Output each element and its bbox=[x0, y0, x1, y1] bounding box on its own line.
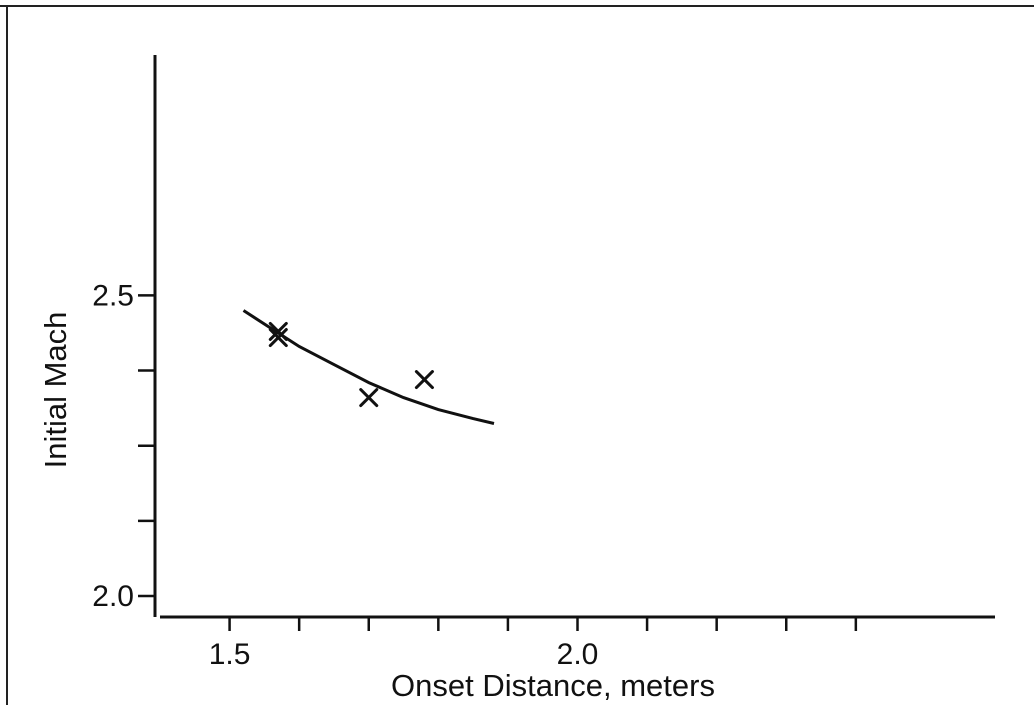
data-point-0-0 bbox=[268, 321, 288, 341]
x-axis-ticks bbox=[228, 617, 858, 631]
y-axis-ticks bbox=[138, 294, 155, 598]
y-tick-label-0: 2.0 bbox=[92, 580, 134, 613]
x-tick-label-0: 1.5 bbox=[209, 638, 251, 671]
y-tick-label-4: 2.5 bbox=[92, 279, 134, 312]
x-tick-label-5: 2.0 bbox=[557, 638, 599, 671]
y-tick-labels: 2.0 2.5 bbox=[92, 279, 134, 613]
data-markers bbox=[268, 321, 434, 408]
data-point-0-1 bbox=[268, 328, 288, 348]
x-tick-labels: 1.5 2.0 bbox=[209, 638, 599, 671]
x-axis-title: Onset Distance, meters bbox=[391, 668, 715, 703]
data-point-0-3 bbox=[414, 370, 434, 390]
y-axis-title: Initial Mach bbox=[38, 312, 73, 469]
data-point-0-2 bbox=[359, 388, 379, 408]
